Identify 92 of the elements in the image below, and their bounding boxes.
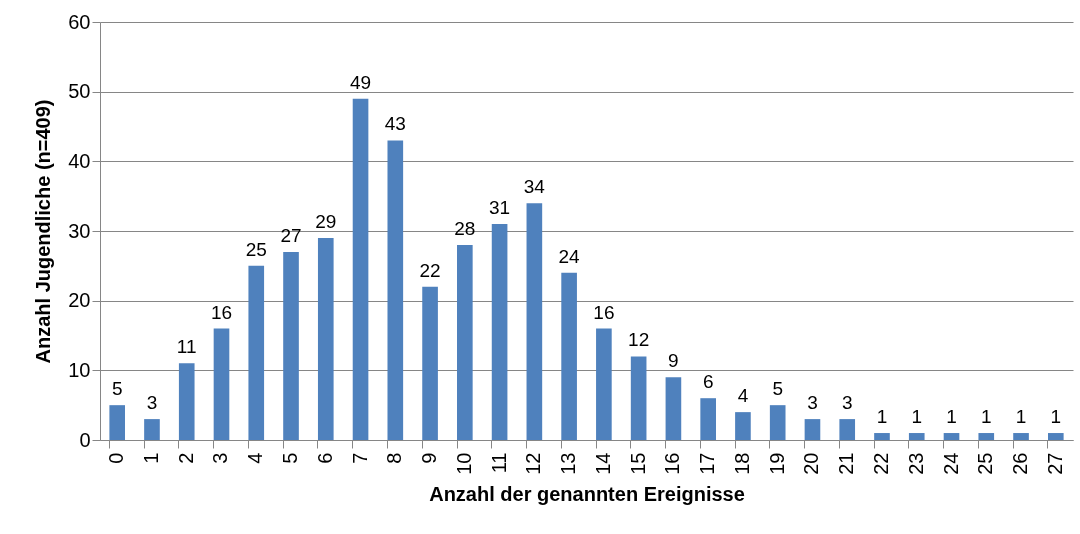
bar [769,405,786,440]
bar [908,433,925,440]
data-label: 28 [454,217,476,239]
data-label: 9 [668,350,679,372]
x-tick-label: 16 [661,452,684,475]
x-tick-label: 27 [1043,452,1066,475]
x-tick-label: 19 [765,452,788,475]
bar [213,328,230,440]
bar [561,272,577,440]
x-tick-label: 15 [626,452,649,475]
x-tick-label: 24 [939,452,962,475]
y-tick-label: 50 [68,80,91,103]
x-tick-label: 17 [696,452,719,475]
data-label: 12 [628,329,650,351]
data-label: 5 [772,378,783,400]
bar [248,265,265,440]
data-label: 3 [146,392,158,414]
bar [491,224,508,440]
bar [874,433,890,440]
x-tick-label: 2 [174,452,197,464]
bar [1013,433,1029,440]
x-axis-title: Anzahl der genannten Ereignisse [429,482,745,505]
x-tick-label: 26 [1009,452,1032,475]
bar [596,328,612,440]
bar [387,140,404,440]
bar [700,398,716,440]
bar [943,433,960,440]
y-axis-title: Anzahl Jugendliche (n=409) [32,99,55,364]
data-label: 1 [911,406,923,428]
x-tick-label: 1 [139,452,162,464]
data-label: 22 [419,259,441,281]
x-tick-label: 5 [279,452,302,464]
data-label: 25 [245,238,267,260]
data-label: 1 [980,406,992,428]
data-label: 16 [210,301,233,323]
y-tick-label: 60 [68,10,91,33]
bar [1047,433,1064,440]
data-label: 49 [349,71,372,93]
data-label: 27 [280,224,302,246]
data-label: 6 [702,371,714,393]
bar [352,98,369,440]
y-tick-label: 20 [68,289,91,312]
x-tick-label: 13 [557,452,580,475]
bar [735,412,751,440]
data-label: 24 [558,245,581,267]
x-tick-label: 23 [904,452,927,475]
data-label: 5 [111,378,123,400]
x-tick-label: 7 [348,452,371,464]
x-tick-label: 4 [244,452,267,464]
x-tick-label: 21 [835,452,858,475]
bar [978,433,995,440]
x-tick-label: 11 [487,452,510,474]
data-label: 11 [176,336,197,358]
x-tick-label: 14 [591,452,614,475]
x-tick-label: 25 [974,452,997,475]
x-tick-label: 6 [313,452,336,464]
x-tick-label: 9 [418,452,441,464]
x-tick-label: 3 [209,452,232,464]
x-tick-label: 0 [105,452,128,464]
x-tick-label: 8 [383,452,406,464]
bar [109,405,126,440]
data-label: 31 [489,197,511,219]
data-label: 43 [384,113,406,135]
y-tick-label: 40 [68,149,91,172]
bar [317,237,334,440]
bar [422,286,438,440]
bar [144,419,160,440]
bar [178,363,195,440]
data-label: 1 [876,406,888,428]
data-label: 29 [315,210,337,232]
data-label: 34 [523,176,546,198]
x-tick-label: 10 [452,452,475,475]
x-tick-label: 20 [800,452,823,475]
x-tick-label: 12 [522,452,545,475]
data-label: 1 [1015,406,1027,428]
x-tick-label: 22 [869,452,892,475]
x-tick-label: 18 [730,452,753,475]
bar [526,203,543,440]
data-label: 16 [593,301,615,323]
bar [665,377,682,440]
bar [839,419,856,440]
bar [457,244,473,440]
y-tick-label: 10 [68,358,91,381]
bar [804,419,821,440]
data-label: 4 [737,385,749,407]
y-tick-label: 30 [68,219,91,242]
bar [283,251,299,440]
data-label: 1 [946,406,957,428]
data-label: 1 [1050,406,1062,428]
bar [630,356,647,440]
data-label: 3 [841,392,853,414]
data-label: 3 [807,392,818,414]
